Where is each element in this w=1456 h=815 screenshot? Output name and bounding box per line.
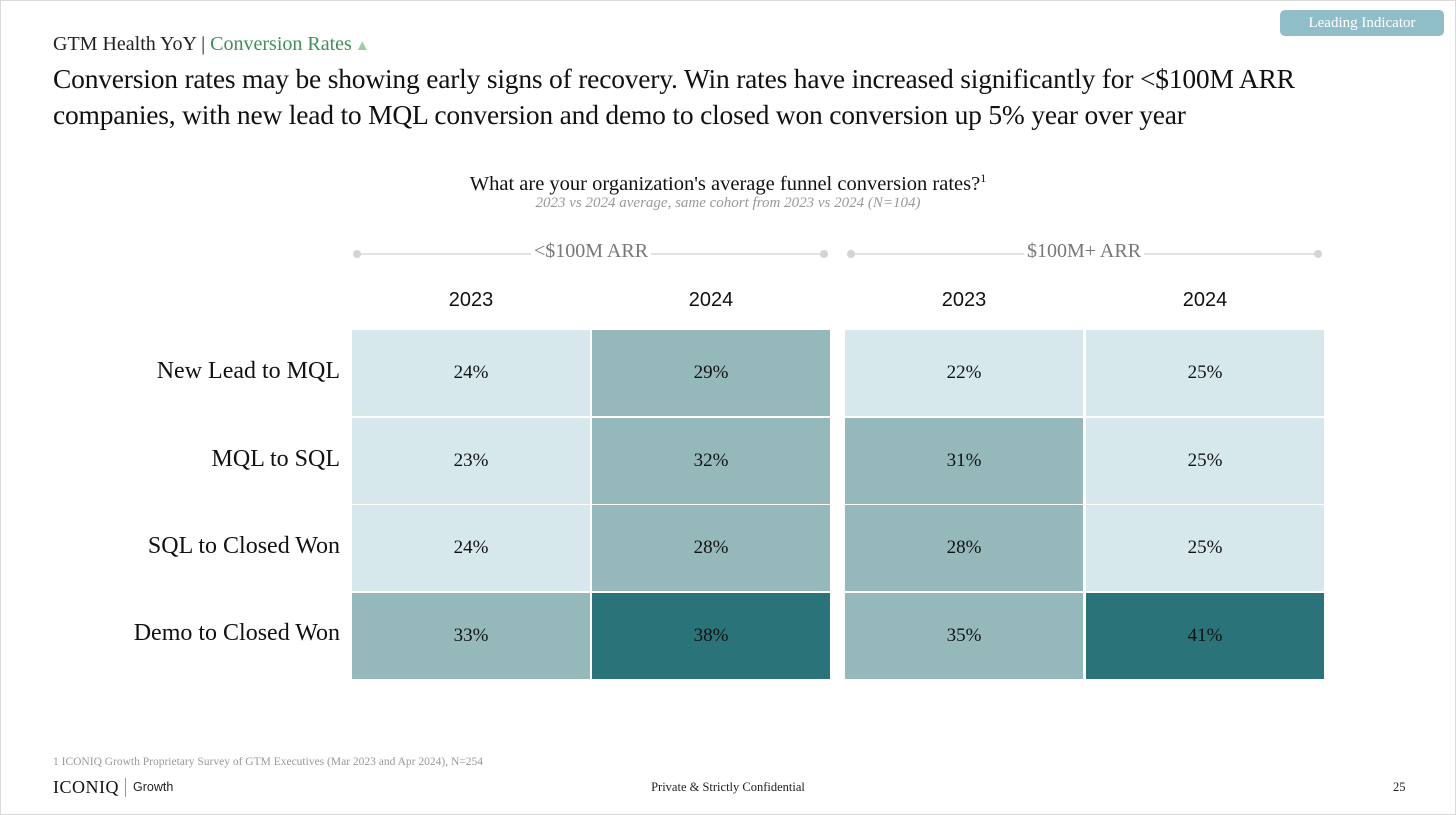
- up-triangle-icon: ▲: [354, 38, 370, 54]
- column-header: 2024: [1182, 289, 1228, 311]
- breadcrumb: GTM Health YoY | Conversion Rates ▲: [53, 33, 370, 56]
- chart-question-text: What are your organization's average fun…: [469, 172, 981, 195]
- row-label: New Lead to MQL: [156, 358, 340, 384]
- heatmap-cell: 25%: [1086, 418, 1324, 504]
- chart-subtitle: 2023 vs 2024 average, same cohort from 2…: [535, 195, 921, 211]
- row-label: Demo to Closed Won: [133, 620, 340, 646]
- heatmap-cell: 32%: [592, 418, 830, 504]
- source-footnote: 1 ICONIQ Growth Proprietary Survey of GT…: [53, 756, 483, 768]
- column-header: 2024: [688, 289, 734, 311]
- leading-indicator-badge: Leading Indicator: [1280, 10, 1444, 36]
- heatmap-cell: 28%: [592, 505, 830, 591]
- heatmap-cell: 24%: [352, 505, 590, 591]
- footnote-marker: 1: [980, 171, 987, 185]
- heatmap-cell: 23%: [352, 418, 590, 504]
- logo-divider: [125, 778, 126, 797]
- headline: Conversion rates may be showing early si…: [53, 63, 1295, 130]
- breadcrumb-section: GTM Health YoY: [53, 33, 197, 55]
- page-number: 25: [1393, 780, 1406, 794]
- heatmap-cell: 38%: [592, 593, 830, 679]
- heatmap-cell: 25%: [1086, 505, 1324, 591]
- heatmap-cell: 31%: [845, 418, 1083, 504]
- heatmap-cell: 25%: [1086, 330, 1324, 416]
- divider-endpoint: [353, 250, 361, 258]
- confidential-notice: Private & Strictly Confidential: [651, 780, 805, 794]
- heatmap-cell: 41%: [1086, 593, 1324, 679]
- row-label: SQL to Closed Won: [147, 533, 340, 559]
- column-header: 2023: [448, 289, 494, 311]
- breadcrumb-subsection: Conversion Rates: [210, 33, 352, 55]
- heatmap-cell: 29%: [592, 330, 830, 416]
- heatmap-cell: 24%: [352, 330, 590, 416]
- breadcrumb-separator: |: [196, 33, 211, 55]
- divider-endpoint: [1314, 250, 1322, 258]
- heatmap-cell: 28%: [845, 505, 1083, 591]
- row-label: MQL to SQL: [211, 446, 340, 472]
- logo-subtitle: Growth: [133, 780, 174, 794]
- heatmap-cell: 35%: [845, 593, 1083, 679]
- divider-endpoint: [847, 250, 855, 258]
- column-header: 2023: [941, 289, 987, 311]
- chart-question: What are your organization's average fun…: [0, 171, 1456, 196]
- heatmap-cell: 33%: [352, 593, 590, 679]
- group-label: $100M+ ARR: [1023, 240, 1145, 263]
- group-label: <$100M ARR: [530, 240, 652, 263]
- iconiq-logo: ICONIQ: [53, 777, 119, 797]
- divider-endpoint: [820, 250, 828, 258]
- heatmap-cell: 22%: [845, 330, 1083, 416]
